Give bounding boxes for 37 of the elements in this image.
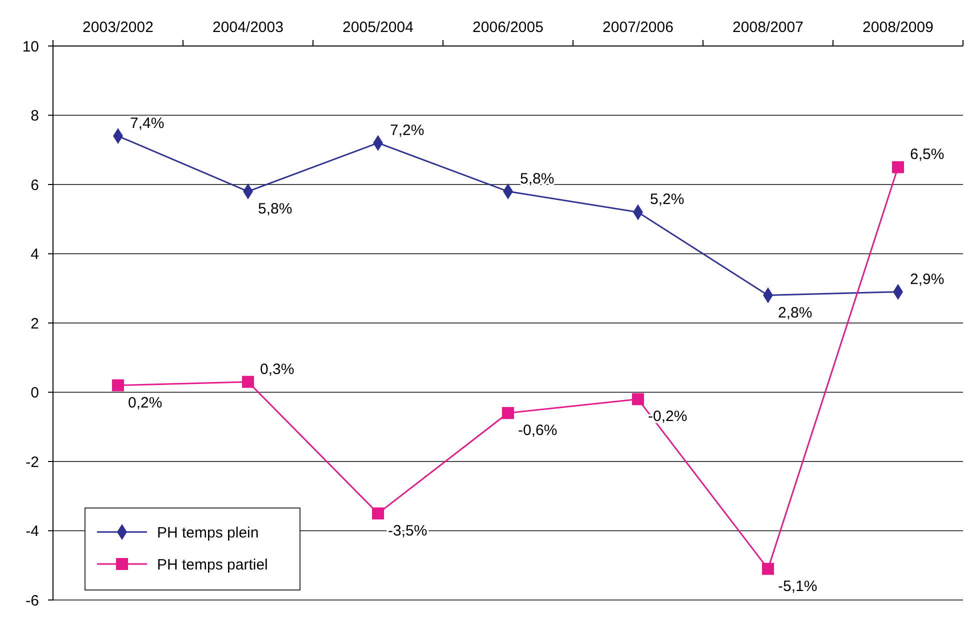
y-tick-label: 8 xyxy=(30,108,39,124)
data-label: 5,8% xyxy=(258,200,292,218)
data-label: -5,1% xyxy=(778,578,818,595)
data-label: 0,3% xyxy=(260,360,294,378)
x-tick-label: 2006/2005 xyxy=(472,19,544,36)
x-tick-label: 2005/2004 xyxy=(342,19,414,36)
point xyxy=(762,562,774,575)
data-label: 2,9% xyxy=(910,270,944,288)
x-tick-label: 2008/2009 xyxy=(862,19,934,36)
y-tick-label: 10 xyxy=(22,38,39,56)
y-tick-label: -4 xyxy=(26,523,39,540)
data-label: -0,6% xyxy=(518,422,558,440)
x-tick-label: 2003/2002 xyxy=(82,19,154,36)
y-tick-label: 6 xyxy=(30,176,39,194)
point xyxy=(892,161,904,174)
y-tick-label: 2 xyxy=(30,315,39,332)
legend-label: PH temps plein xyxy=(157,524,259,542)
y-tick-label: 0 xyxy=(30,384,39,402)
point xyxy=(372,507,384,520)
y-tick-label: -2 xyxy=(26,454,39,471)
data-label: 2,8% xyxy=(778,304,812,322)
x-tick-label: 2008/2007 xyxy=(732,19,804,36)
point xyxy=(502,407,514,420)
y-tick-label: 4 xyxy=(30,246,39,263)
legend-label: PH temps partiel xyxy=(157,556,268,574)
point xyxy=(242,376,254,388)
data-label: 7,2% xyxy=(390,122,424,139)
x-tick-label: 2007/2006 xyxy=(602,19,674,36)
data-label: 5,8% xyxy=(520,170,554,188)
y-tick-label: -6 xyxy=(26,592,39,610)
point xyxy=(112,379,124,392)
data-label: 5,2% xyxy=(650,191,684,208)
data-label: 0,2% xyxy=(128,394,162,412)
data-label: 6,5% xyxy=(910,146,944,164)
point xyxy=(632,393,644,406)
data-label: 7,4% xyxy=(130,115,164,132)
x-tick-label: 2004/2003 xyxy=(212,19,284,36)
